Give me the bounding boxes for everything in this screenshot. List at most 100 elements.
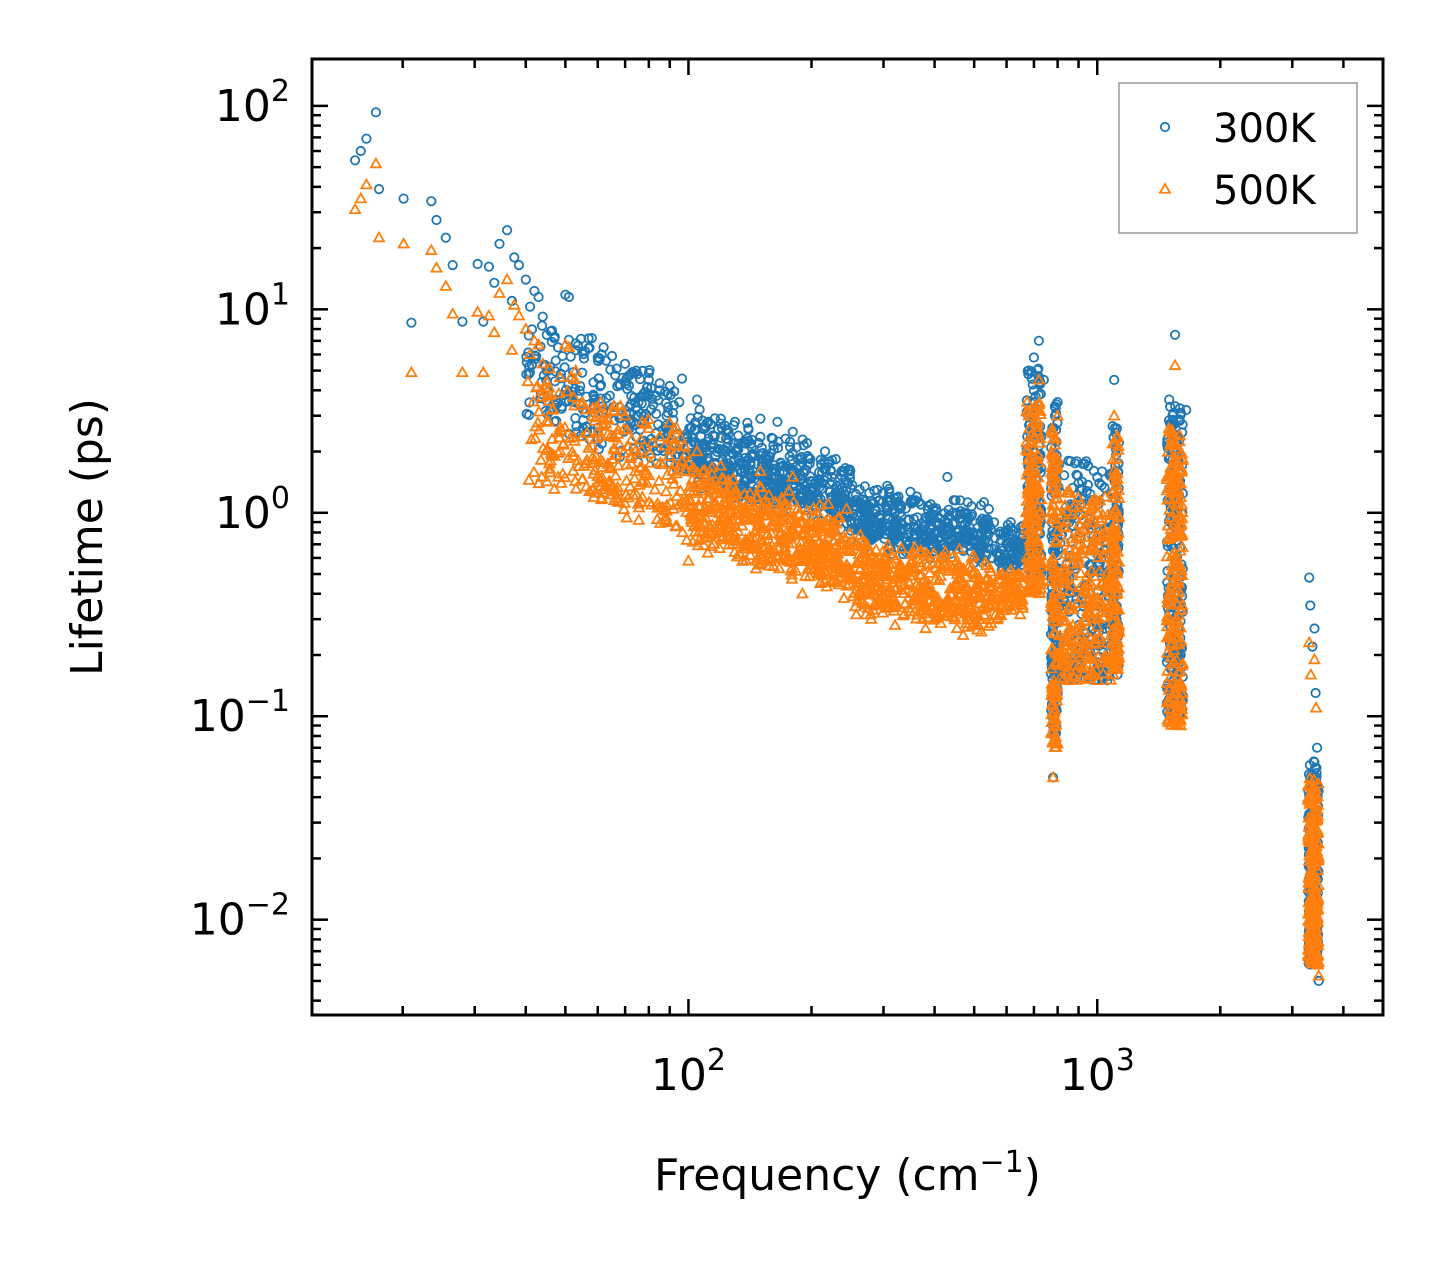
point-500K bbox=[904, 556, 918, 568]
point-500K bbox=[1171, 575, 1185, 587]
point-500K bbox=[561, 451, 575, 464]
point-500K bbox=[1073, 649, 1087, 662]
point-500K bbox=[1023, 506, 1037, 518]
point-500K bbox=[1112, 555, 1126, 567]
point-500K bbox=[683, 484, 697, 496]
point-500K bbox=[587, 490, 601, 502]
point-300K bbox=[976, 536, 987, 547]
point-500K bbox=[1173, 428, 1187, 441]
point-500K bbox=[880, 544, 894, 556]
point-500K bbox=[1170, 612, 1184, 624]
point-500K bbox=[1048, 437, 1062, 450]
point-500K bbox=[1020, 467, 1034, 480]
point-500K bbox=[1015, 593, 1029, 605]
point-300K bbox=[959, 518, 971, 530]
point-500K bbox=[1161, 445, 1175, 457]
point-500K bbox=[1066, 602, 1080, 614]
point-300K bbox=[1052, 396, 1063, 408]
point-500K bbox=[487, 325, 501, 338]
point-500K bbox=[683, 479, 697, 492]
point-500K bbox=[1049, 469, 1063, 482]
point-500K bbox=[799, 538, 813, 550]
point-500K bbox=[974, 624, 988, 637]
point-300K bbox=[741, 438, 752, 449]
point-500K bbox=[645, 435, 659, 448]
point-500K bbox=[959, 582, 973, 594]
point-300K bbox=[638, 435, 649, 446]
point-500K bbox=[678, 439, 692, 451]
point-500K bbox=[1015, 601, 1030, 613]
point-500K bbox=[651, 501, 665, 513]
point-500K bbox=[1064, 649, 1079, 662]
point-300K bbox=[1174, 403, 1186, 414]
point-500K bbox=[591, 400, 605, 412]
point-500K bbox=[787, 512, 801, 525]
point-500K bbox=[943, 581, 957, 594]
point-300K bbox=[767, 481, 778, 492]
point-500K bbox=[930, 590, 944, 602]
point-500K bbox=[894, 566, 909, 578]
point-500K bbox=[617, 502, 631, 514]
point-300K bbox=[755, 413, 766, 424]
point-500K bbox=[765, 543, 779, 556]
point-500K bbox=[840, 502, 854, 514]
point-300K bbox=[544, 406, 555, 417]
point-300K bbox=[787, 447, 798, 459]
point-500K bbox=[972, 571, 986, 584]
point-500K bbox=[1161, 518, 1175, 531]
point-300K bbox=[841, 518, 852, 529]
point-500K bbox=[359, 177, 373, 190]
point-500K bbox=[757, 542, 771, 554]
point-500K bbox=[1301, 829, 1316, 842]
point-500K bbox=[1021, 482, 1035, 495]
point-300K bbox=[839, 490, 851, 501]
point-300K bbox=[870, 524, 881, 535]
point-300K bbox=[967, 527, 979, 538]
point-300K bbox=[570, 338, 581, 349]
point-500K bbox=[800, 528, 814, 541]
point-300K bbox=[632, 369, 643, 380]
point-500K bbox=[552, 386, 566, 399]
point-500K bbox=[1111, 439, 1125, 451]
point-300K bbox=[881, 504, 893, 516]
point-500K bbox=[629, 487, 644, 500]
point-500K bbox=[912, 552, 926, 564]
point-300K bbox=[712, 443, 724, 455]
point-500K bbox=[594, 429, 608, 442]
point-500K bbox=[713, 520, 727, 533]
point-500K bbox=[1058, 546, 1072, 559]
point-500K bbox=[552, 430, 566, 443]
point-500K bbox=[532, 404, 546, 417]
point-500K bbox=[1088, 632, 1102, 644]
point-500K bbox=[1065, 633, 1079, 645]
point-500K bbox=[1031, 481, 1045, 494]
point-500K bbox=[566, 464, 580, 476]
point-500K bbox=[929, 571, 943, 584]
point-500K bbox=[1168, 453, 1182, 466]
point-500K bbox=[565, 445, 579, 457]
point-500K bbox=[1175, 505, 1189, 517]
point-500K bbox=[535, 390, 549, 402]
point-500K bbox=[1074, 628, 1088, 640]
point-300K bbox=[588, 377, 599, 388]
point-300K bbox=[962, 516, 973, 527]
point-500K bbox=[540, 413, 554, 426]
point-500K bbox=[1301, 947, 1315, 960]
point-500K bbox=[869, 597, 883, 610]
point-300K bbox=[447, 259, 458, 271]
point-500K bbox=[819, 514, 833, 526]
point-300K bbox=[613, 379, 625, 390]
point-500K bbox=[759, 508, 774, 521]
point-500K bbox=[1112, 510, 1126, 523]
point-300K bbox=[655, 443, 666, 454]
point-500K bbox=[866, 573, 880, 586]
point-500K bbox=[619, 474, 634, 486]
point-500K bbox=[697, 531, 711, 543]
point-500K bbox=[951, 587, 965, 600]
point-500K bbox=[1309, 851, 1324, 863]
point-500K bbox=[1020, 395, 1034, 407]
point-500K bbox=[950, 621, 964, 633]
point-500K bbox=[922, 549, 936, 562]
point-500K bbox=[595, 460, 609, 472]
point-500K bbox=[1032, 455, 1046, 467]
